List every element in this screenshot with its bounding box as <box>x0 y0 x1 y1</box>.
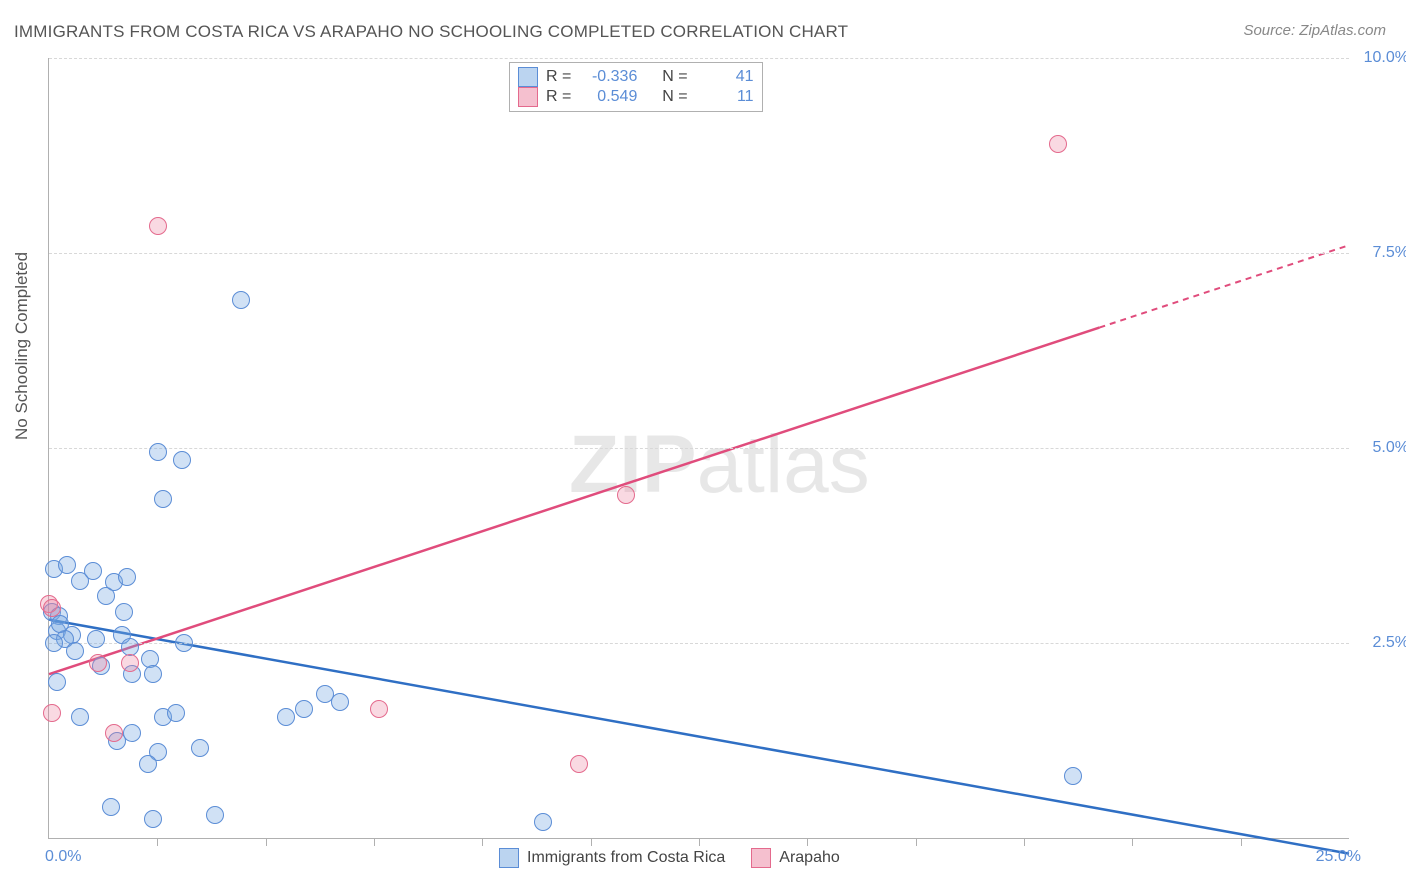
legend-label: Arapaho <box>779 849 840 867</box>
scatter-point-blue <box>139 755 157 773</box>
scatter-plot-area: ZIPatlas R = -0.336 N = 41 R = 0.549 N =… <box>48 58 1349 839</box>
scatter-point-blue <box>232 291 250 309</box>
scatter-point-pink <box>43 704 61 722</box>
gridline <box>49 643 1349 644</box>
scatter-point-pink <box>43 599 61 617</box>
x-tick <box>1241 838 1242 846</box>
scatter-point-pink <box>1049 135 1067 153</box>
scatter-point-blue <box>144 665 162 683</box>
source-attribution: Source: ZipAtlas.com <box>1243 22 1386 39</box>
y-tick-label: 10.0% <box>1364 49 1406 67</box>
scatter-point-blue <box>206 806 224 824</box>
scatter-point-blue <box>48 673 66 691</box>
gridline <box>49 253 1349 254</box>
scatter-point-blue <box>123 724 141 742</box>
scatter-point-blue <box>45 634 63 652</box>
legend-item-series2: Arapaho <box>751 848 840 868</box>
series-legend: Immigrants from Costa Rica Arapaho <box>499 848 840 868</box>
scatter-point-blue <box>175 634 193 652</box>
x-tick <box>699 838 700 846</box>
swatch-pink-icon <box>751 848 771 868</box>
x-tick <box>374 838 375 846</box>
scatter-point-blue <box>102 798 120 816</box>
x-tick <box>916 838 917 846</box>
x-axis-left-label: 0.0% <box>45 848 81 866</box>
scatter-point-blue <box>534 813 552 831</box>
scatter-point-pink <box>89 654 107 672</box>
scatter-point-blue <box>115 603 133 621</box>
x-tick <box>1024 838 1025 846</box>
x-tick <box>807 838 808 846</box>
x-tick <box>482 838 483 846</box>
scatter-point-blue <box>118 568 136 586</box>
scatter-point-blue <box>149 443 167 461</box>
scatter-point-blue <box>71 708 89 726</box>
scatter-point-pink <box>121 654 139 672</box>
scatter-point-blue <box>1064 767 1082 785</box>
gridline <box>49 58 1349 59</box>
scatter-point-blue <box>58 556 76 574</box>
scatter-point-blue <box>51 615 69 633</box>
legend-label: Immigrants from Costa Rica <box>527 849 725 867</box>
x-axis-right-label: 25.0% <box>1316 848 1361 866</box>
scatter-point-pink <box>149 217 167 235</box>
y-axis-label: No Schooling Completed <box>12 252 32 440</box>
chart-title: IMMIGRANTS FROM COSTA RICA VS ARAPAHO NO… <box>14 22 848 42</box>
x-tick <box>1132 838 1133 846</box>
x-tick <box>266 838 267 846</box>
scatter-point-pink <box>617 486 635 504</box>
x-tick <box>591 838 592 846</box>
scatter-point-pink <box>105 724 123 742</box>
gridline <box>49 448 1349 449</box>
y-tick-label: 2.5% <box>1373 634 1406 652</box>
scatter-point-blue <box>87 630 105 648</box>
scatter-point-pink <box>370 700 388 718</box>
scatter-point-blue <box>66 642 84 660</box>
y-tick-label: 5.0% <box>1373 439 1406 457</box>
y-tick-label: 7.5% <box>1373 244 1406 262</box>
scatter-point-blue <box>154 490 172 508</box>
scatter-point-blue <box>167 704 185 722</box>
scatter-point-blue <box>331 693 349 711</box>
swatch-blue-icon <box>499 848 519 868</box>
scatter-point-blue <box>173 451 191 469</box>
scatter-point-pink <box>570 755 588 773</box>
scatter-point-blue <box>295 700 313 718</box>
scatter-point-blue <box>144 810 162 828</box>
scatter-point-blue <box>84 562 102 580</box>
x-tick <box>157 838 158 846</box>
scatter-point-blue <box>277 708 295 726</box>
scatter-point-blue <box>191 739 209 757</box>
legend-item-series1: Immigrants from Costa Rica <box>499 848 725 868</box>
